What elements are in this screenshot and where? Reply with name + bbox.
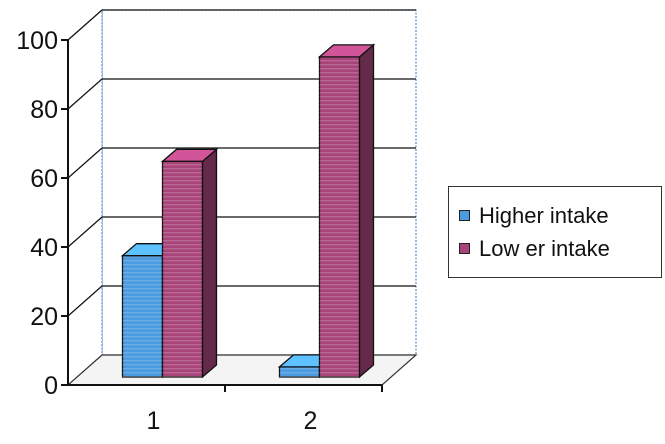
legend-label-higher-intake: Higher intake — [479, 202, 609, 228]
legend-item-lower-intake: Low er intake — [459, 232, 661, 265]
legend-swatch-higher-intake — [459, 210, 470, 221]
y-tick-label-20: 20 — [30, 303, 58, 331]
gridline-side-40 — [67, 216, 103, 248]
gridline-side-100 — [67, 9, 103, 41]
bar-front-texture — [279, 366, 320, 377]
bar-front-texture — [162, 161, 203, 377]
bar-side — [201, 147, 218, 379]
side-wall — [67, 8, 103, 387]
axes — [61, 39, 383, 392]
bar-side — [358, 43, 375, 379]
gridline-side-60 — [67, 147, 103, 179]
y-tick-label-60: 60 — [30, 165, 58, 193]
bar-low-er-intake-2 — [317, 43, 376, 379]
legend-swatch-lower-intake — [459, 243, 470, 254]
gridline-side-20 — [67, 285, 103, 317]
gridline-side-80 — [67, 78, 103, 110]
y-tick-label-0: 0 — [44, 372, 58, 400]
bar-top — [317, 44, 376, 58]
bars — [120, 43, 376, 379]
legend-item-higher-intake: Higher intake — [459, 199, 661, 232]
x-tick-label-1: 1 — [147, 407, 161, 435]
bar-top — [160, 148, 219, 162]
x-tick-label-2: 2 — [304, 407, 318, 435]
bar-front-texture — [319, 56, 360, 377]
y-tick-label-100: 100 — [16, 27, 58, 55]
y-tick-label-40: 40 — [30, 234, 58, 262]
legend-label-lower-intake: Low er intake — [479, 235, 610, 261]
legend: Higher intake Low er intake — [448, 186, 662, 278]
y-tick-labels: 0 20 40 60 80 100 — [16, 27, 58, 400]
bar-low-er-intake-1 — [160, 147, 219, 379]
y-tick-label-80: 80 — [30, 96, 58, 124]
bar-front-texture — [122, 255, 163, 377]
